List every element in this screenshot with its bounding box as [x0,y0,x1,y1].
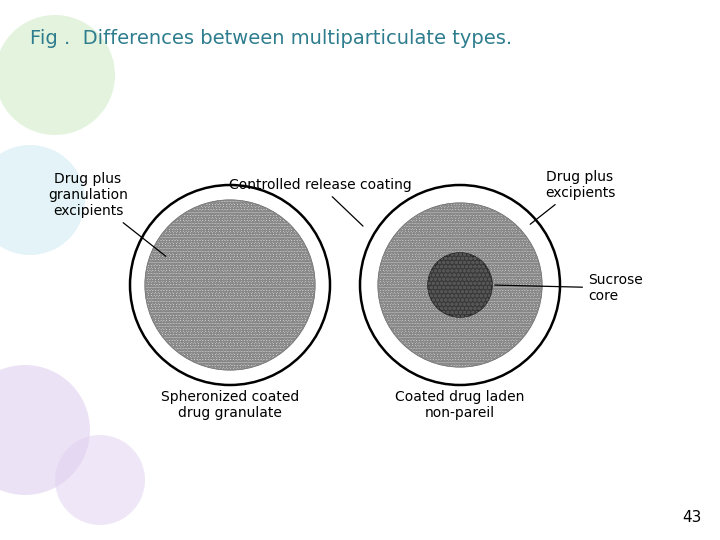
Text: Fig .  Differences between multiparticulate types.: Fig . Differences between multiparticula… [30,29,512,48]
Text: Controlled release coating: Controlled release coating [229,178,411,226]
Text: Coated drug laden
non-pareil: Coated drug laden non-pareil [395,390,525,420]
Text: Spheronized coated
drug granulate: Spheronized coated drug granulate [161,390,299,420]
Circle shape [0,15,115,135]
Circle shape [0,365,90,495]
Circle shape [55,435,145,525]
Circle shape [145,200,315,370]
Circle shape [378,203,542,367]
Circle shape [130,185,330,385]
Text: Drug plus
granulation
excipients: Drug plus granulation excipients [48,172,166,256]
Text: Drug plus
excipients: Drug plus excipients [530,170,615,224]
Text: 43: 43 [683,510,702,525]
Text: Sucrose
core: Sucrose core [495,273,643,303]
Circle shape [428,253,492,317]
Circle shape [360,185,560,385]
Circle shape [0,145,85,255]
